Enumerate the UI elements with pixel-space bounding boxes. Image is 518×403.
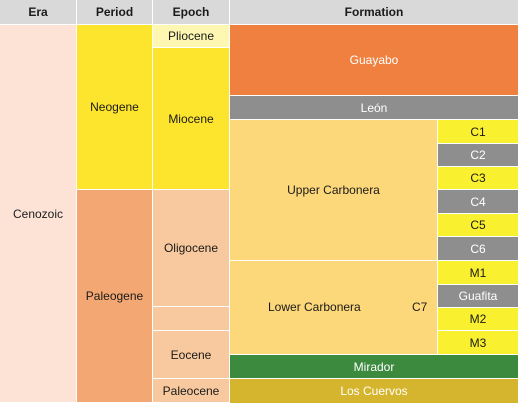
header-period: Period — [77, 0, 153, 25]
member-m3: M3 — [438, 331, 518, 355]
period-neogene: Neogene — [77, 25, 153, 190]
formation-mirador: Mirador — [230, 355, 518, 379]
epoch-pliocene: Pliocene — [153, 25, 230, 48]
header-era: Era — [0, 0, 77, 25]
c7-label: C7 — [412, 300, 428, 314]
formation-guayabo: Guayabo — [230, 25, 518, 96]
formation-lower-carbonera — [230, 261, 438, 355]
lower-carbonera-label: Lower Carbonera — [268, 300, 361, 314]
era-cenozoic: Cenozoic — [0, 25, 77, 403]
epoch-gap — [153, 307, 230, 331]
header-epoch: Epoch — [153, 0, 230, 25]
member-m1: M1 — [438, 261, 518, 285]
member-c3: C3 — [438, 167, 518, 190]
formation-leon: León — [230, 96, 518, 120]
period-paleogene: Paleogene — [77, 190, 153, 403]
member-guafita: Guafita — [438, 285, 518, 308]
epoch-paleocene: Paleocene — [153, 379, 230, 403]
header-formation: Formation — [230, 0, 518, 25]
formation-upper-carbonera: Upper Carbonera — [230, 120, 438, 261]
member-c2: C2 — [438, 144, 518, 167]
member-c5: C5 — [438, 214, 518, 237]
member-c4: C4 — [438, 190, 518, 214]
member-c6: C6 — [438, 237, 518, 261]
epoch-oligocene: Oligocene — [153, 190, 230, 307]
formation-los-cuervos: Los Cuervos — [230, 379, 518, 403]
member-c1: C1 — [438, 120, 518, 144]
epoch-eocene: Eocene — [153, 331, 230, 379]
epoch-miocene: Miocene — [153, 48, 230, 190]
upper-carbonera-label: Upper Carbonera — [287, 183, 380, 197]
member-m2: M2 — [438, 308, 518, 331]
